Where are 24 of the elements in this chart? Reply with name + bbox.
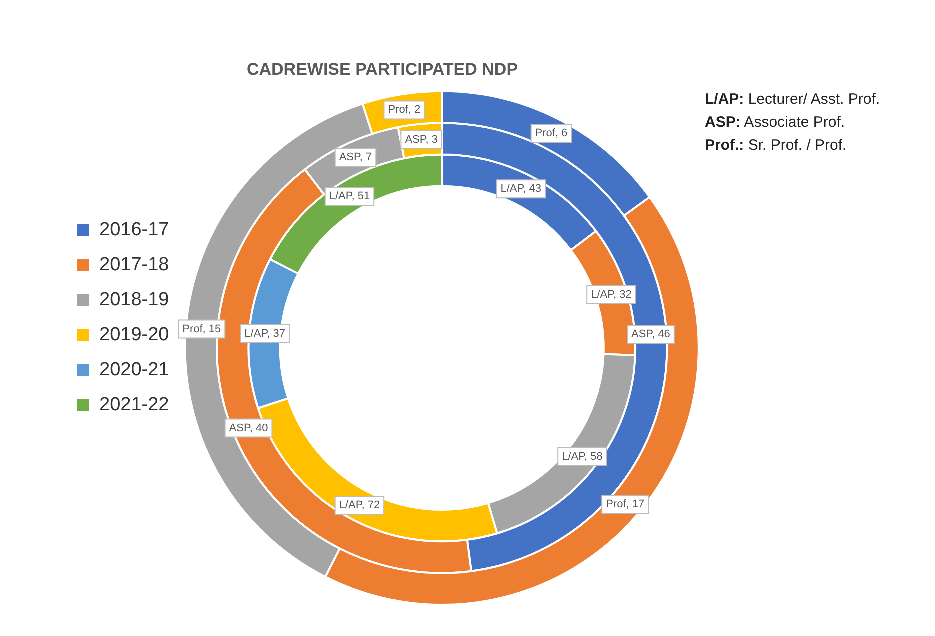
legend-label: 2017-18 bbox=[100, 254, 170, 276]
chart-title: CADREWISE PARTICIPATED NDP bbox=[246, 60, 518, 79]
data-label: ASP, 46 bbox=[631, 328, 670, 341]
data-label: L/AP, 37 bbox=[244, 328, 286, 340]
text: ASP: Associate Prof. bbox=[705, 113, 846, 133]
legend-label: 2020-21 bbox=[100, 360, 170, 381]
data-label: Prof, 15 bbox=[182, 323, 222, 336]
data-label: ASP, 40 bbox=[229, 422, 268, 434]
data-label: L/AP, 58 bbox=[562, 451, 603, 464]
data-label: L/AP, 43 bbox=[500, 183, 542, 196]
legend-label: 2019-20 bbox=[100, 324, 170, 346]
data-label: L/AP, 72 bbox=[339, 500, 380, 512]
data-label: ASP, 3 bbox=[405, 134, 438, 146]
legend-label: 2021-22 bbox=[100, 394, 170, 416]
text: Prof.: Sr. Prof. / Prof. bbox=[705, 136, 848, 156]
legend-label: 2016-17 bbox=[100, 220, 170, 241]
data-label: ASP, 7 bbox=[339, 152, 372, 164]
text: L/AP: Lecturer/ Asst. Prof. bbox=[705, 90, 880, 110]
data-label: Prof, 17 bbox=[606, 498, 645, 511]
data-label: L/AP, 32 bbox=[591, 288, 632, 301]
data-label: Prof, 2 bbox=[388, 104, 421, 116]
data-label: Prof, 6 bbox=[535, 128, 568, 140]
legend-label: 2018-19 bbox=[100, 290, 170, 311]
data-label: L/AP, 51 bbox=[329, 190, 370, 203]
